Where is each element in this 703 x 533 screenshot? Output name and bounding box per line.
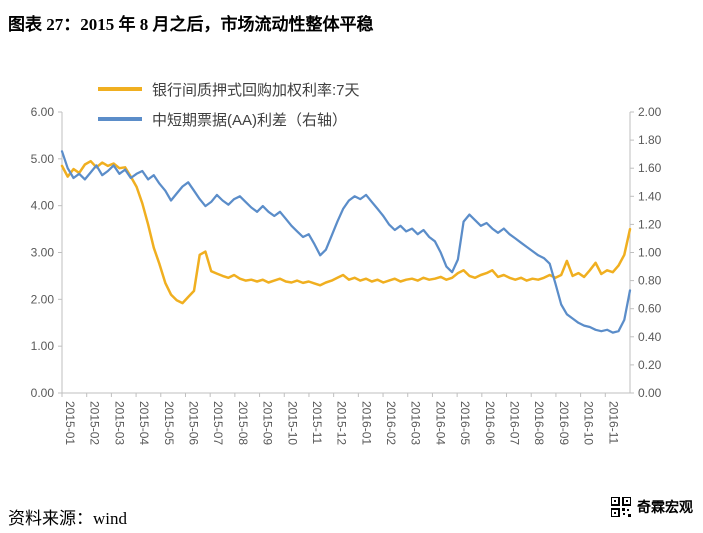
svg-text:2015-08: 2015-08 bbox=[236, 401, 250, 445]
svg-text:2.00: 2.00 bbox=[31, 292, 55, 306]
svg-text:2015-09: 2015-09 bbox=[261, 401, 275, 445]
svg-text:2015-12: 2015-12 bbox=[335, 401, 349, 445]
svg-text:2016-05: 2016-05 bbox=[458, 401, 472, 445]
svg-text:5.00: 5.00 bbox=[31, 152, 55, 166]
legend-label: 中短期票据(AA)利差（右轴） bbox=[152, 111, 348, 129]
svg-text:1.40: 1.40 bbox=[638, 189, 662, 203]
legend-item-repo-rate: 银行间质押式回购加权利率:7天 bbox=[98, 74, 360, 104]
svg-text:2016-09: 2016-09 bbox=[557, 401, 571, 445]
svg-text:2016-03: 2016-03 bbox=[409, 401, 423, 445]
svg-text:3.00: 3.00 bbox=[31, 246, 55, 260]
svg-text:2015-07: 2015-07 bbox=[211, 401, 225, 445]
svg-text:2016-11: 2016-11 bbox=[606, 401, 620, 444]
svg-text:0.00: 0.00 bbox=[638, 386, 662, 400]
svg-text:2016-06: 2016-06 bbox=[483, 401, 497, 445]
data-source-note: 资料来源：wind bbox=[8, 509, 127, 528]
svg-text:1.80: 1.80 bbox=[638, 133, 662, 147]
svg-text:2016-08: 2016-08 bbox=[532, 401, 546, 445]
svg-text:2016-07: 2016-07 bbox=[508, 401, 522, 445]
legend-label: 银行间质押式回购加权利率:7天 bbox=[152, 81, 360, 99]
svg-text:2015-10: 2015-10 bbox=[285, 401, 299, 445]
svg-text:0.20: 0.20 bbox=[638, 358, 662, 372]
brand-mark: 奇霖宏观 bbox=[611, 497, 693, 517]
chart-title: 图表 27：2015 年 8 月之后，市场流动性整体平稳 bbox=[8, 15, 374, 34]
svg-text:2016-02: 2016-02 bbox=[384, 401, 398, 445]
svg-text:2015-02: 2015-02 bbox=[88, 401, 102, 445]
svg-text:2016-10: 2016-10 bbox=[582, 401, 596, 445]
svg-text:0.00: 0.00 bbox=[31, 386, 55, 400]
chart-legend: 银行间质押式回购加权利率:7天 中短期票据(AA)利差（右轴） bbox=[98, 74, 360, 134]
svg-text:2.00: 2.00 bbox=[638, 105, 662, 119]
brand-name: 奇霖宏观 bbox=[637, 499, 693, 515]
spread-line-swatch-icon bbox=[98, 117, 142, 121]
svg-text:0.60: 0.60 bbox=[638, 302, 662, 316]
svg-text:1.20: 1.20 bbox=[638, 217, 662, 231]
svg-text:0.80: 0.80 bbox=[638, 274, 662, 288]
svg-text:4.00: 4.00 bbox=[31, 199, 55, 213]
svg-text:1.00: 1.00 bbox=[638, 246, 662, 260]
svg-text:2015-01: 2015-01 bbox=[63, 401, 77, 445]
svg-text:2016-04: 2016-04 bbox=[433, 401, 447, 445]
svg-text:2015-03: 2015-03 bbox=[112, 401, 126, 445]
svg-text:2016-01: 2016-01 bbox=[359, 401, 373, 445]
legend-item-note-spread: 中短期票据(AA)利差（右轴） bbox=[98, 104, 360, 134]
repo-line-swatch-icon bbox=[98, 87, 142, 91]
svg-text:6.00: 6.00 bbox=[31, 105, 55, 119]
svg-text:0.40: 0.40 bbox=[638, 330, 662, 344]
svg-text:2015-11: 2015-11 bbox=[310, 401, 324, 444]
svg-text:1.00: 1.00 bbox=[31, 339, 55, 353]
svg-text:2015-04: 2015-04 bbox=[137, 401, 151, 445]
svg-text:1.60: 1.60 bbox=[638, 161, 662, 175]
svg-text:2015-06: 2015-06 bbox=[186, 401, 200, 445]
qr-code-icon bbox=[611, 497, 631, 517]
svg-text:2015-05: 2015-05 bbox=[162, 401, 176, 445]
